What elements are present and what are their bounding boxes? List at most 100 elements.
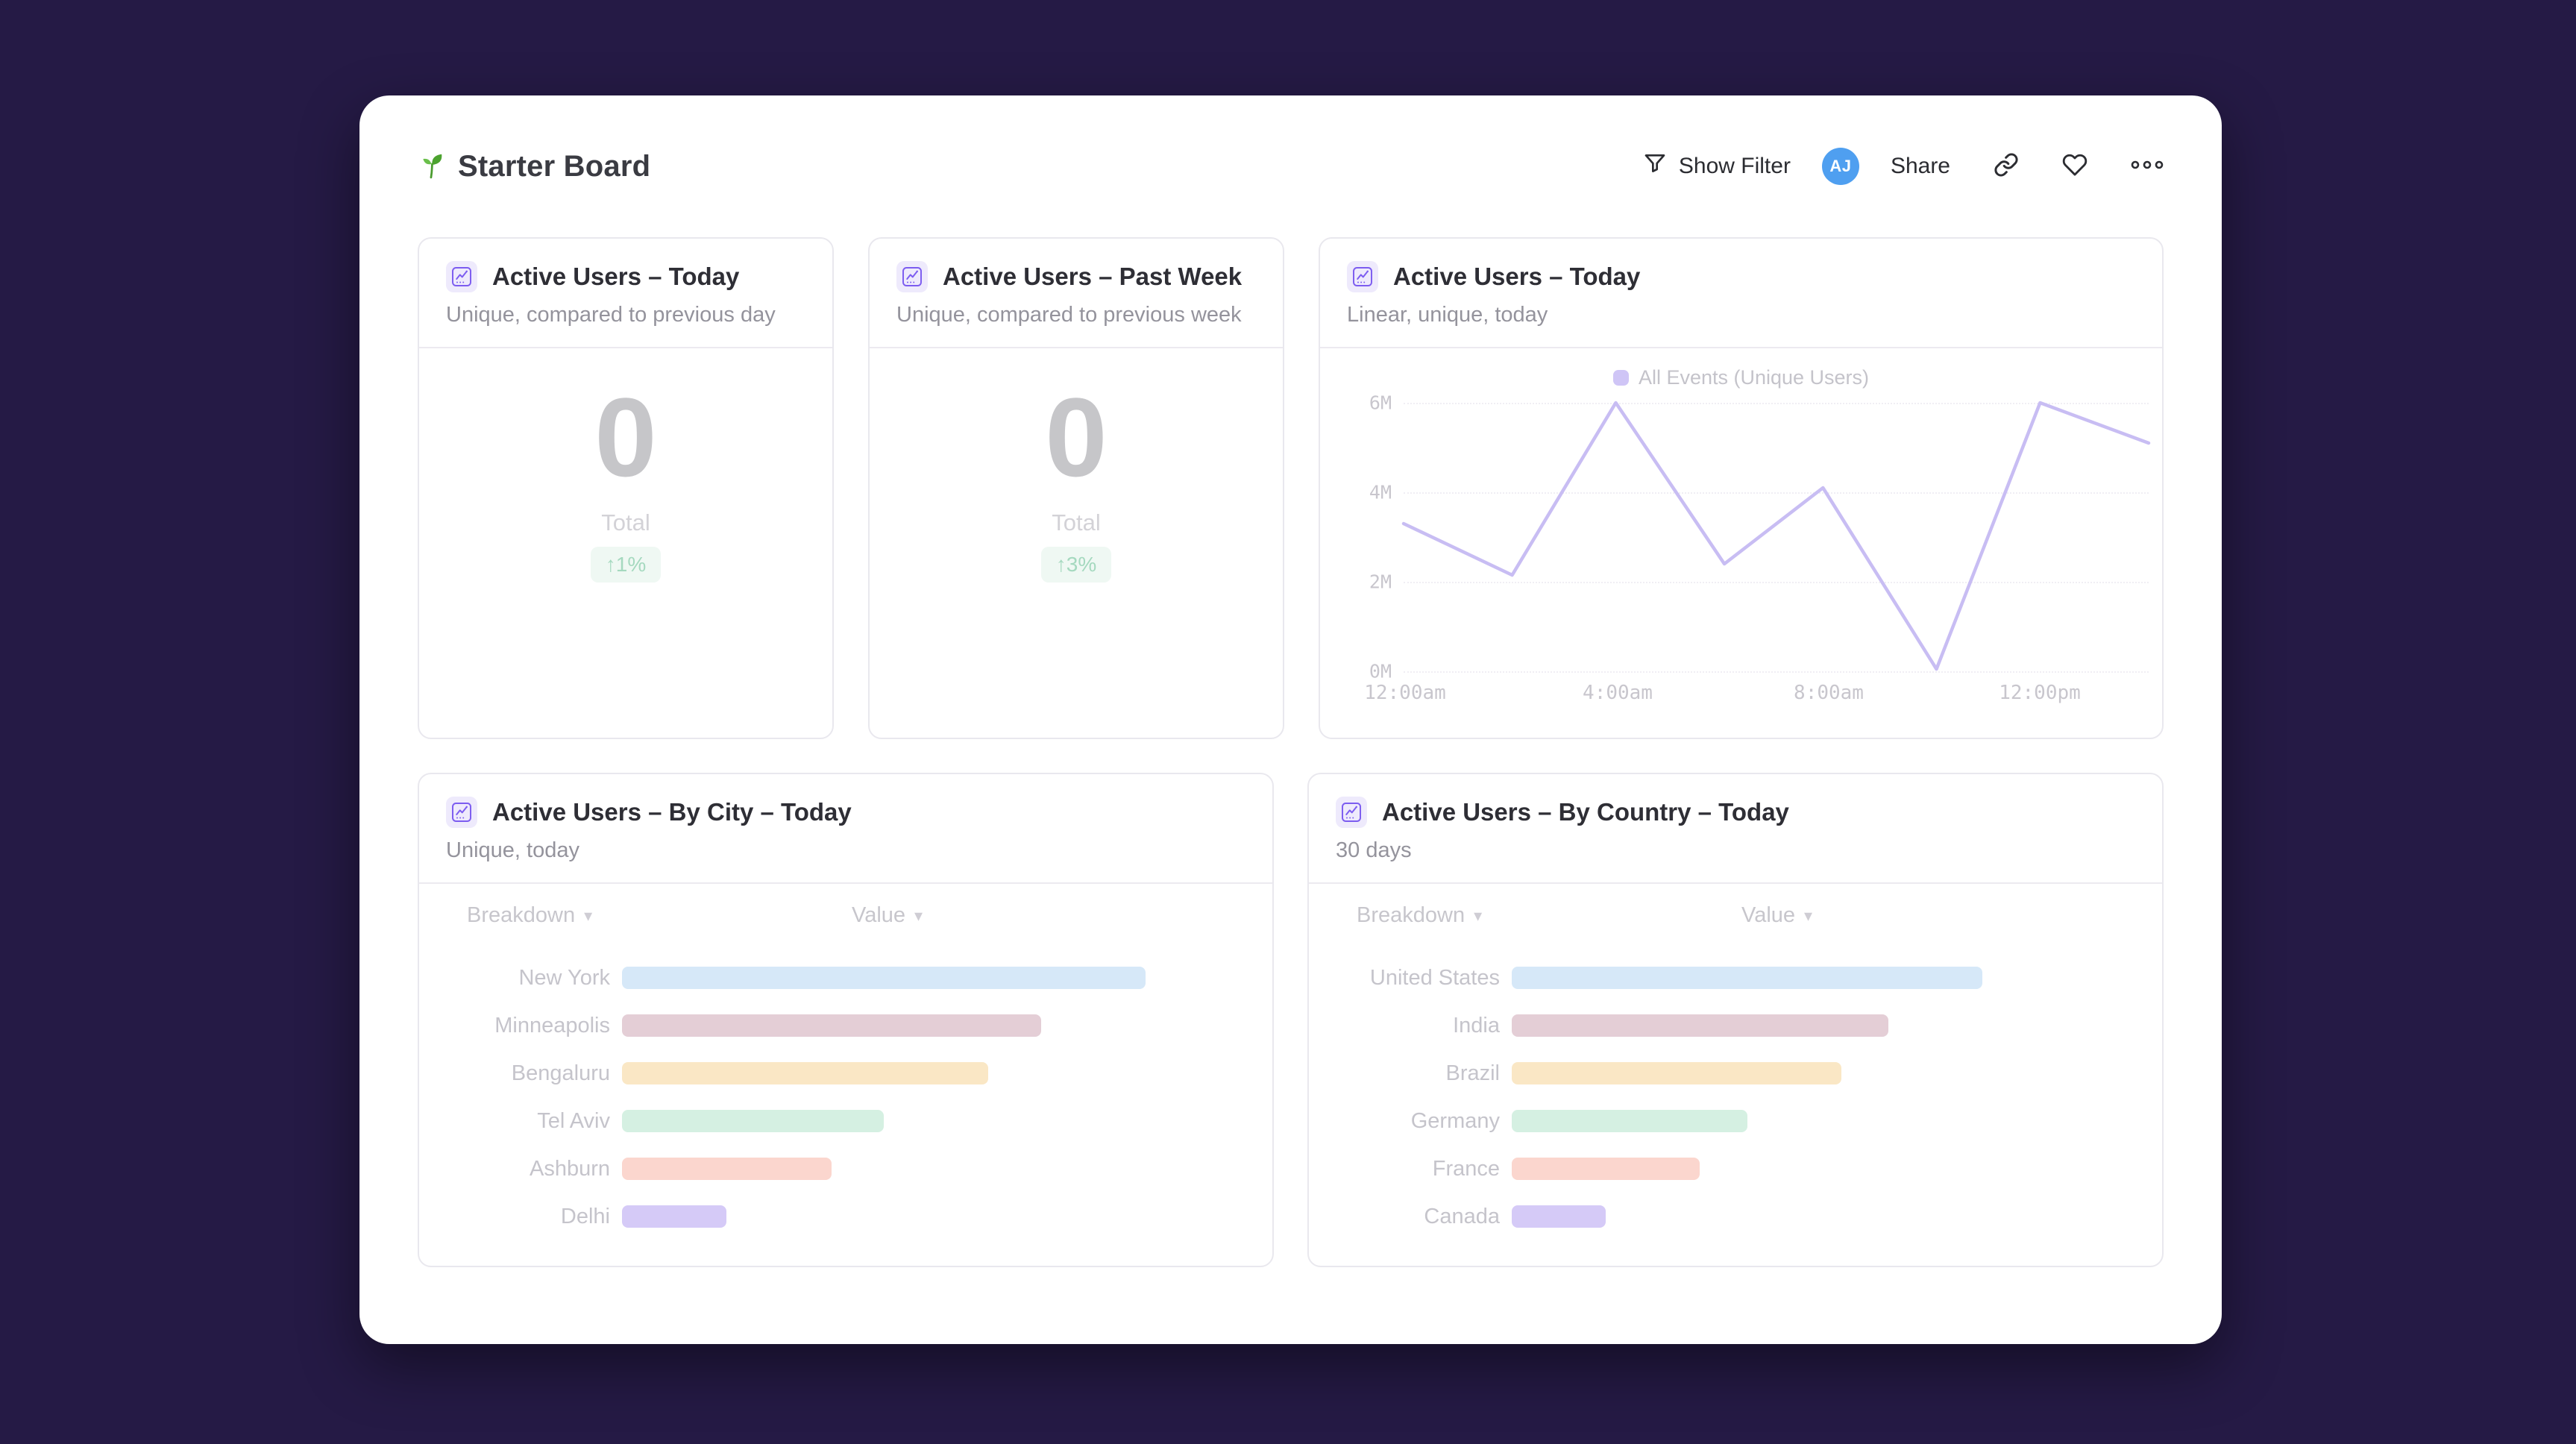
dashboard-panel: Starter Board Show Filter AJ Share xyxy=(359,95,2222,1344)
show-filter-button[interactable]: Show Filter xyxy=(1643,151,1791,181)
table-row: Tel Aviv xyxy=(419,1097,1272,1145)
x-axis-tick: 8:00am xyxy=(1794,682,1864,704)
row-label: France xyxy=(1432,1156,1500,1181)
bar[interactable] xyxy=(1512,1014,1888,1037)
y-axis-tick: 2M xyxy=(1369,571,1392,593)
seedling-icon xyxy=(418,151,446,183)
chart-legend: All Events (Unique Users) xyxy=(1320,366,2162,389)
board-header: Starter Board Show Filter AJ Share xyxy=(418,95,2164,237)
gridline xyxy=(1404,671,2149,673)
card-active-users-line-chart: Active Users – Today Linear, unique, tod… xyxy=(1319,237,2164,739)
y-axis-tick: 4M xyxy=(1369,481,1392,503)
row-label: Minneapolis xyxy=(494,1013,610,1038)
card-title[interactable]: Active Users – By City – Today xyxy=(492,798,852,826)
breakdown-rows: United States India Brazil Germany Franc… xyxy=(1309,954,2162,1240)
chevron-down-icon: ▾ xyxy=(584,905,593,925)
card-subtitle: Unique, today xyxy=(446,838,579,862)
table-row: Ashburn xyxy=(419,1145,1272,1193)
line-series xyxy=(1404,403,2149,669)
favorite-button[interactable] xyxy=(2062,152,2087,181)
x-axis-tick: 12:00pm xyxy=(1999,682,2081,704)
gridline xyxy=(1404,582,2149,583)
card-active-users-past-week: Active Users – Past Week Unique, compare… xyxy=(868,237,1284,739)
breakdown-table-header: Breakdown ▾ Value ▾ xyxy=(1309,903,2162,936)
chart-icon xyxy=(446,797,477,828)
gridline xyxy=(1404,403,2149,404)
bar[interactable] xyxy=(622,967,1146,989)
header-actions: Show Filter AJ Share xyxy=(1643,148,2164,185)
row-label: Tel Aviv xyxy=(537,1108,610,1133)
table-row: Minneapolis xyxy=(419,1002,1272,1049)
y-axis-tick: 0M xyxy=(1369,660,1392,682)
row-label: Brazil xyxy=(1445,1061,1500,1085)
table-row: New York xyxy=(419,954,1272,1002)
card-title[interactable]: Active Users – Today xyxy=(492,263,740,290)
link-icon xyxy=(1994,152,2019,181)
card-title[interactable]: Active Users – Today xyxy=(1393,263,1641,290)
chart-icon xyxy=(1336,797,1367,828)
chevron-down-icon: ▾ xyxy=(1804,905,1813,925)
bar[interactable] xyxy=(622,1110,884,1132)
bar[interactable] xyxy=(1512,967,1982,989)
bar[interactable] xyxy=(622,1014,1041,1037)
bar[interactable] xyxy=(1512,1158,1700,1180)
value-column-dropdown[interactable]: Value ▾ xyxy=(852,903,923,927)
y-axis-tick: 6M xyxy=(1369,392,1392,414)
avatar[interactable]: AJ xyxy=(1821,148,1859,185)
x-axis-tick: 4:00am xyxy=(1583,682,1653,704)
copy-link-button[interactable] xyxy=(1994,152,2019,181)
chart-icon xyxy=(1347,261,1378,292)
stat-value-label: Total xyxy=(601,509,650,536)
line-chart-plot: 6M 4M 2M 0M 12:00am 4:00am 8:00am 12:00p… xyxy=(1364,392,2149,704)
breakdown-column-dropdown[interactable]: Breakdown ▾ xyxy=(1357,903,1483,927)
gridline xyxy=(1404,492,2149,494)
row-label: Ashburn xyxy=(529,1156,610,1181)
breakdown-table-header: Breakdown ▾ Value ▾ xyxy=(419,903,1272,936)
legend-swatch xyxy=(1612,370,1629,386)
card-active-users-by-city: Active Users – By City – Today Unique, t… xyxy=(418,773,1274,1267)
legend-label: All Events (Unique Users) xyxy=(1638,366,1870,389)
delta-badge: ↑3% xyxy=(1040,547,1112,583)
row-label: New York xyxy=(518,965,610,990)
chart-icon xyxy=(446,261,477,292)
card-active-users-by-country: Active Users – By Country – Today 30 day… xyxy=(1307,773,2164,1267)
table-row: Germany xyxy=(1309,1097,2162,1145)
x-axis-tick: 12:00am xyxy=(1364,682,1446,704)
more-dots-icon xyxy=(2131,160,2164,174)
delta-badge: ↑1% xyxy=(590,547,662,583)
filter-icon xyxy=(1643,151,1667,181)
card-subtitle: Unique, compared to previous week xyxy=(896,303,1242,327)
table-row: France xyxy=(1309,1145,2162,1193)
line-series-svg[interactable] xyxy=(1404,403,2149,671)
value-column-dropdown[interactable]: Value ▾ xyxy=(1741,903,1813,927)
card-subtitle: Unique, compared to previous day xyxy=(446,303,776,327)
card-active-users-today: Active Users – Today Unique, compared to… xyxy=(418,237,834,739)
bar[interactable] xyxy=(622,1062,989,1084)
breakdown-column-dropdown[interactable]: Breakdown ▾ xyxy=(467,903,593,927)
bar[interactable] xyxy=(1512,1205,1606,1228)
breakdown-rows: New York Minneapolis Bengaluru Tel Aviv … xyxy=(419,954,1272,1240)
chart-icon xyxy=(896,261,928,292)
row-label: United States xyxy=(1369,965,1500,990)
card-subtitle: 30 days xyxy=(1336,838,1412,862)
table-row: Delhi xyxy=(419,1193,1272,1240)
bar[interactable] xyxy=(622,1158,832,1180)
table-row: India xyxy=(1309,1002,2162,1049)
table-row: Brazil xyxy=(1309,1049,2162,1097)
share-button[interactable]: Share xyxy=(1890,154,1950,178)
bar[interactable] xyxy=(1512,1062,1841,1084)
table-row: Bengaluru xyxy=(419,1049,1272,1097)
table-row: Canada xyxy=(1309,1193,2162,1240)
bar[interactable] xyxy=(622,1205,727,1228)
row-label: Germany xyxy=(1410,1108,1500,1133)
heart-icon xyxy=(2062,152,2087,181)
page-title: Starter Board xyxy=(458,149,651,183)
card-title[interactable]: Active Users – By Country – Today xyxy=(1382,798,1789,826)
chevron-down-icon: ▾ xyxy=(1474,905,1483,925)
row-label: Bengaluru xyxy=(511,1061,610,1085)
card-title[interactable]: Active Users – Past Week xyxy=(943,263,1243,290)
bar[interactable] xyxy=(1512,1110,1747,1132)
more-options-button[interactable] xyxy=(2131,160,2164,174)
row-label: India xyxy=(1453,1013,1500,1038)
chevron-down-icon: ▾ xyxy=(914,905,923,925)
